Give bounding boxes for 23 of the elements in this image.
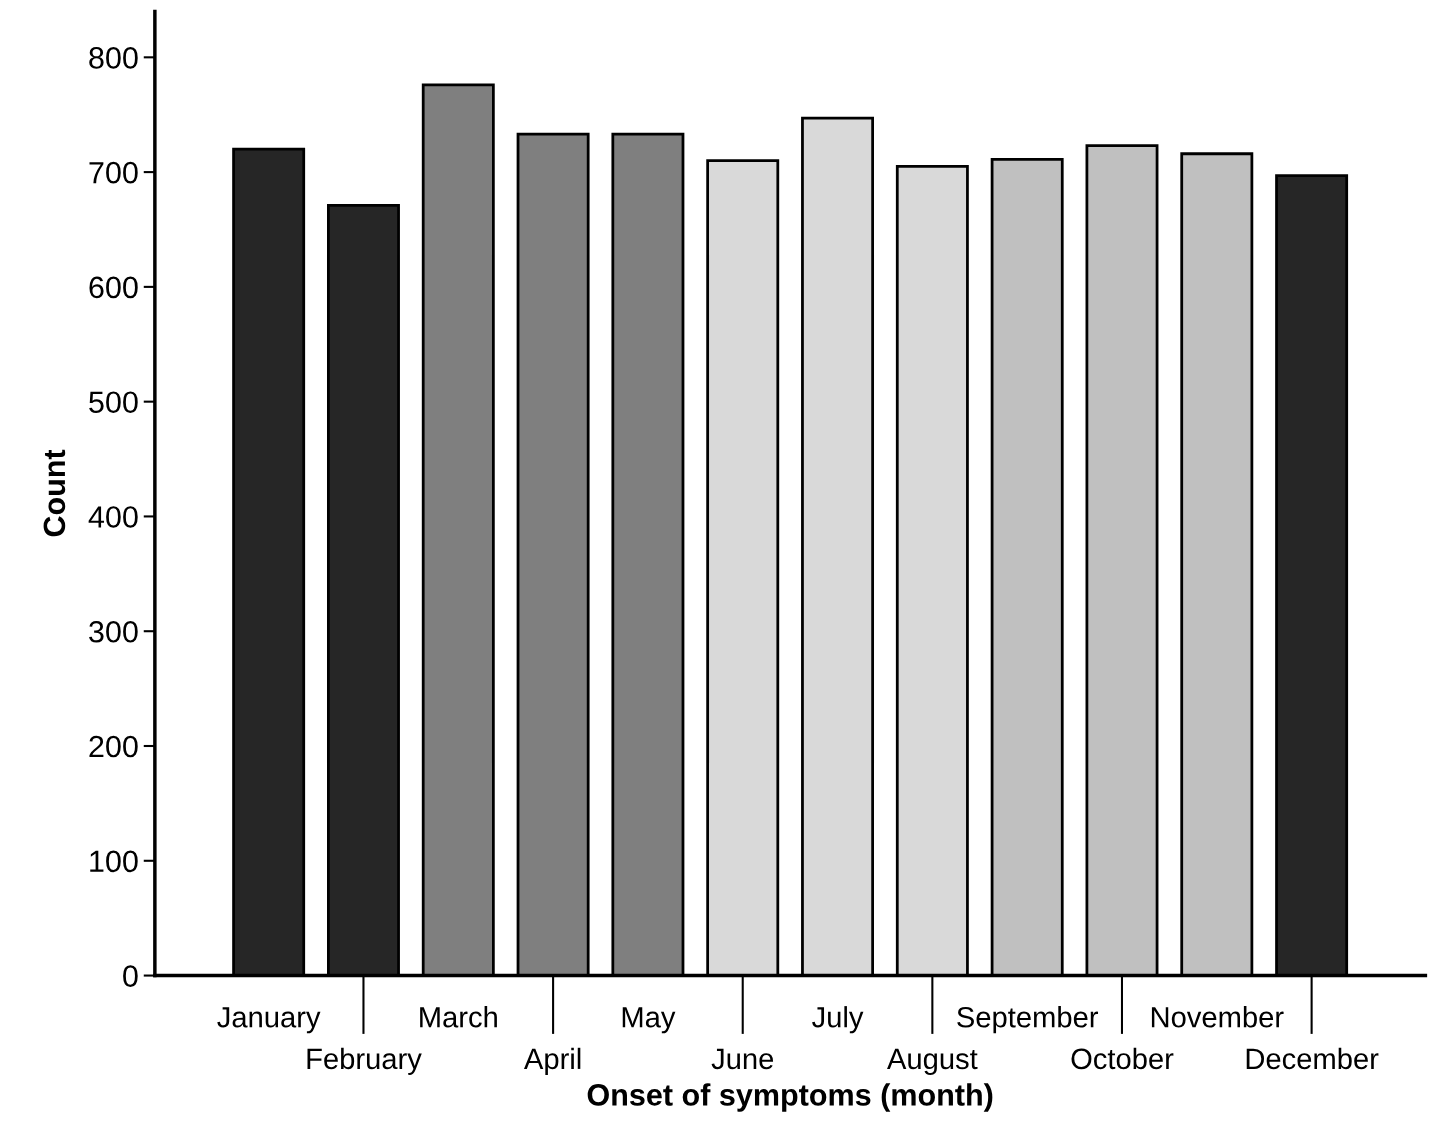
y-tick-label: 600: [89, 276, 138, 299]
y-tick-label: 100: [90, 850, 138, 873]
x-tick-label: April: [523, 1047, 581, 1075]
y-tick-label: 800: [89, 47, 138, 69]
y-tick-label: 200: [89, 735, 138, 758]
y-tick-label: 300: [89, 620, 138, 643]
x-tick-label: August: [887, 1048, 978, 1075]
x-tick-label: June: [711, 1048, 774, 1070]
x-tick-label: January: [217, 1007, 321, 1034]
y-tick-label: 500: [89, 391, 138, 414]
x-tick-label: November: [1151, 1006, 1284, 1028]
x-tick-label: February: [307, 1047, 422, 1075]
x-tick-label: December: [1246, 1047, 1379, 1070]
x-tick-label: October: [1071, 1047, 1174, 1070]
x-axis-title: Onset of symptoms (month): [587, 1083, 993, 1112]
y-axis-title: Count: [43, 449, 66, 537]
x-tick-label: July: [812, 1006, 864, 1034]
y-tick-label: 0: [123, 965, 138, 987]
x-tick-label: May: [622, 1007, 676, 1034]
x-tick-label: March: [420, 1006, 497, 1028]
y-tick-label: 700: [89, 161, 138, 184]
x-tick-label: September: [957, 1006, 1099, 1034]
y-tick-label: 400: [88, 506, 138, 528]
